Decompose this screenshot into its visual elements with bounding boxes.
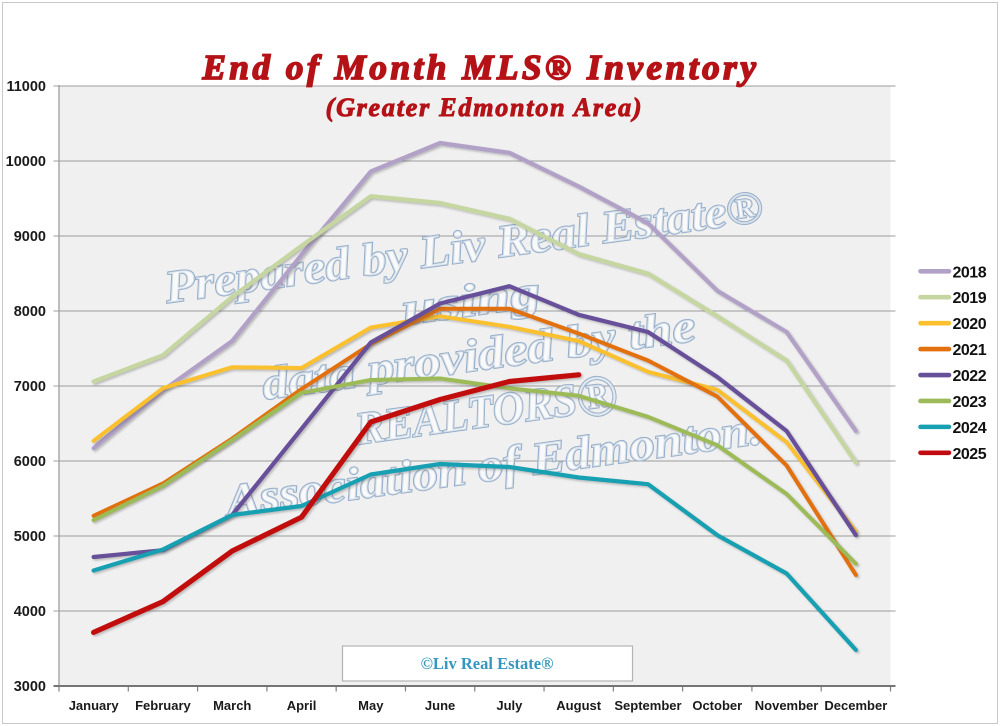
svg-text:6000: 6000 bbox=[14, 454, 46, 470]
svg-text:May: May bbox=[358, 698, 384, 713]
svg-text:November: November bbox=[755, 698, 819, 713]
svg-text:September: September bbox=[614, 698, 681, 713]
svg-text:5000: 5000 bbox=[14, 529, 46, 545]
svg-text:3000: 3000 bbox=[14, 679, 46, 695]
svg-text:11000: 11000 bbox=[6, 79, 46, 95]
svg-text:2023: 2023 bbox=[953, 394, 987, 411]
svg-text:8000: 8000 bbox=[14, 304, 46, 320]
svg-text:June: June bbox=[425, 698, 455, 713]
svg-text:2022: 2022 bbox=[953, 368, 987, 385]
svg-text:February: February bbox=[135, 698, 191, 713]
svg-text:July: July bbox=[496, 698, 523, 713]
svg-text:2025: 2025 bbox=[953, 446, 987, 463]
svg-text:2020: 2020 bbox=[953, 316, 987, 333]
svg-text:December: December bbox=[824, 698, 887, 713]
svg-text:October: October bbox=[692, 698, 742, 713]
svg-text:2024: 2024 bbox=[953, 420, 987, 437]
svg-text:4000: 4000 bbox=[14, 604, 46, 620]
svg-text:April: April bbox=[287, 698, 317, 713]
svg-text:10000: 10000 bbox=[6, 154, 46, 170]
svg-text:2018: 2018 bbox=[953, 264, 987, 281]
svg-text:©Liv Real Estate®: ©Liv Real Estate® bbox=[421, 654, 554, 673]
svg-text:August: August bbox=[556, 698, 601, 713]
svg-text:9000: 9000 bbox=[14, 229, 46, 245]
svg-text:2019: 2019 bbox=[953, 290, 987, 307]
svg-text:2021: 2021 bbox=[953, 342, 987, 359]
svg-text:7000: 7000 bbox=[14, 379, 46, 395]
svg-text:March: March bbox=[213, 698, 251, 713]
svg-text:January: January bbox=[69, 698, 120, 713]
